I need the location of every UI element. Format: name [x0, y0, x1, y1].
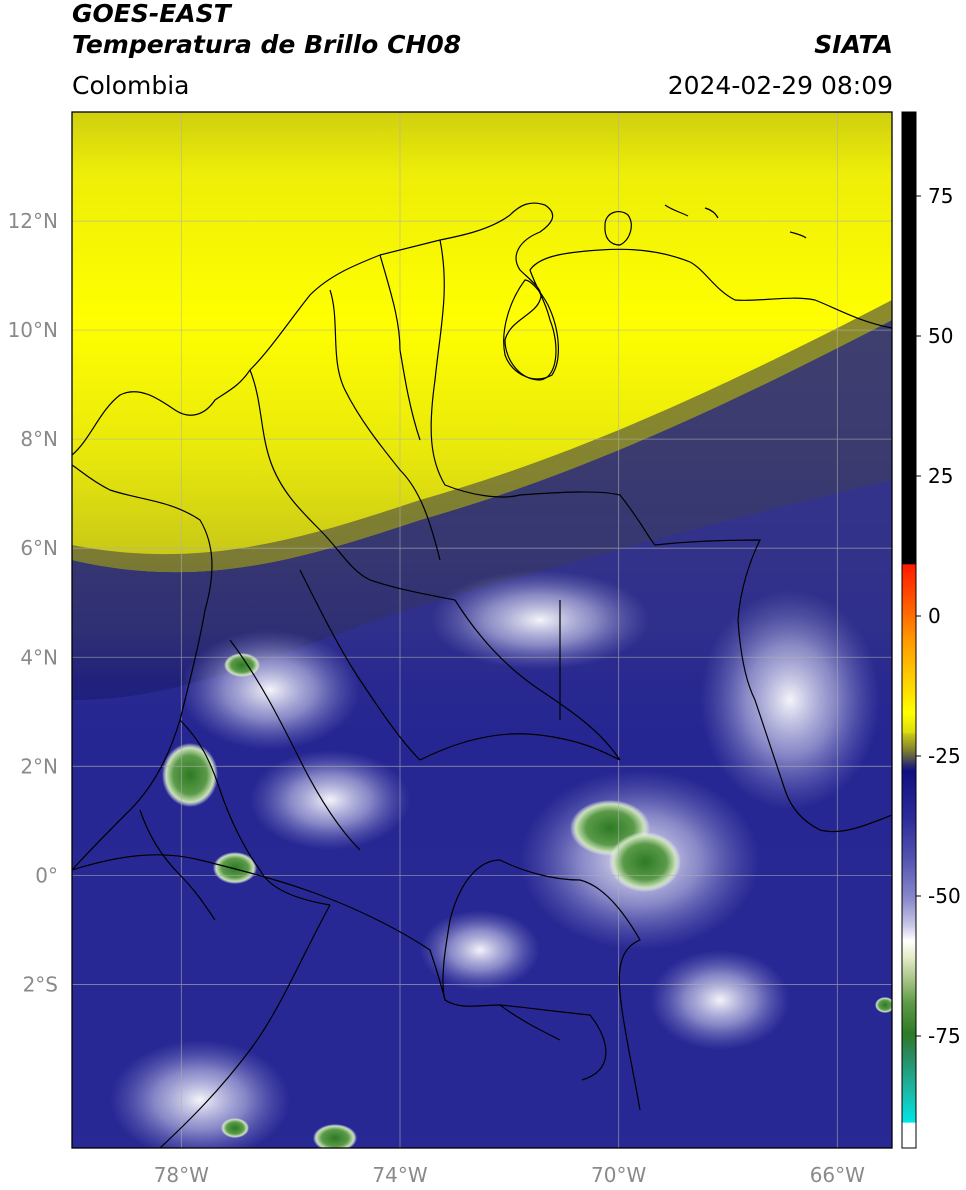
product-title: Temperatura de Brillo CH08 — [72, 30, 462, 59]
island — [664, 204, 689, 217]
department-border — [499, 1004, 561, 1041]
latitude-axis: 12°N 10°N 8°N 6°N 4°N 2°N 0° 2°S — [8, 209, 58, 996]
convective-core — [313, 1124, 357, 1148]
colorbar: 75 50 25 0 -25 -50 -75 — [901, 111, 961, 1149]
longitude-tick-label: 70°W — [591, 1163, 646, 1187]
border-venezuela-brazil — [430, 239, 892, 833]
map-frame — [71, 111, 893, 1149]
department-border — [329, 289, 441, 561]
colorbar-tick-label: 0 — [928, 604, 941, 628]
department-border — [249, 369, 456, 601]
colorbar-gradient — [902, 112, 916, 1148]
colorbar-tick-label: 75 — [928, 184, 953, 208]
convective-core — [221, 1118, 249, 1138]
cloud-cluster — [650, 950, 790, 1050]
department-border — [299, 569, 421, 761]
cloud-cluster — [110, 1040, 290, 1148]
department-border — [419, 733, 621, 761]
latitude-tick-label: 0° — [35, 863, 58, 887]
colorbar-tick-label: -50 — [928, 884, 961, 908]
border-internal — [179, 719, 331, 906]
convective-core — [875, 997, 892, 1013]
coastline-caribbean — [72, 202, 892, 456]
border-ecuador-peru — [72, 854, 446, 1001]
gridlines — [72, 112, 892, 1148]
latitude-tick-label: 12°N — [8, 209, 58, 233]
datetime-label: 2024-02-29 08:09 — [667, 71, 893, 100]
colorbar-tick-label: -25 — [928, 744, 961, 768]
colorbar-tick-label: 25 — [928, 464, 953, 488]
coastline-peninsula — [604, 211, 632, 246]
convective-core — [213, 852, 257, 884]
cloud-cluster — [430, 570, 650, 670]
cloud-cluster — [180, 630, 360, 750]
latitude-tick-label: 10°N — [8, 318, 58, 342]
border-peru-south — [159, 904, 331, 1148]
department-border — [139, 809, 216, 921]
convective-core — [609, 832, 681, 892]
border-peru-brazil — [442, 859, 641, 1111]
island — [789, 231, 807, 239]
department-border — [229, 639, 361, 851]
latitude-tick-label: 6°N — [20, 536, 58, 560]
coastline-pacific — [72, 464, 213, 871]
satellite-title: GOES-EAST — [72, 0, 231, 28]
longitude-axis: 78°W 74°W 70°W 66°W — [154, 1163, 865, 1187]
colorbar-tick-label: 50 — [928, 324, 953, 348]
latitude-tick-label: 2°S — [23, 972, 58, 996]
longitude-tick-label: 78°W — [154, 1163, 209, 1187]
department-border — [454, 599, 621, 761]
convective-core — [162, 743, 218, 807]
colorbar-frame — [901, 111, 917, 1149]
colorbar-ticks: 75 50 25 0 -25 -50 -75 — [916, 184, 961, 1048]
region-label: Colombia — [72, 71, 190, 100]
lake-maracaibo — [503, 279, 559, 380]
brightness-temperature-layer — [72, 112, 892, 1148]
department-border — [379, 254, 421, 441]
boundaries — [72, 202, 892, 1148]
island — [704, 207, 719, 219]
latitude-tick-label: 2°N — [20, 754, 58, 778]
cloud-cluster — [250, 750, 410, 850]
latitude-tick-label: 4°N — [20, 645, 58, 669]
longitude-tick-label: 66°W — [810, 1163, 865, 1187]
longitude-tick-label: 74°W — [372, 1163, 427, 1187]
colorbar-tick-label: -75 — [928, 1024, 961, 1048]
latitude-tick-label: 8°N — [20, 427, 58, 451]
cloud-cluster — [420, 910, 540, 990]
cloud-cluster — [700, 590, 880, 810]
agency-label: SIATA — [814, 30, 893, 59]
